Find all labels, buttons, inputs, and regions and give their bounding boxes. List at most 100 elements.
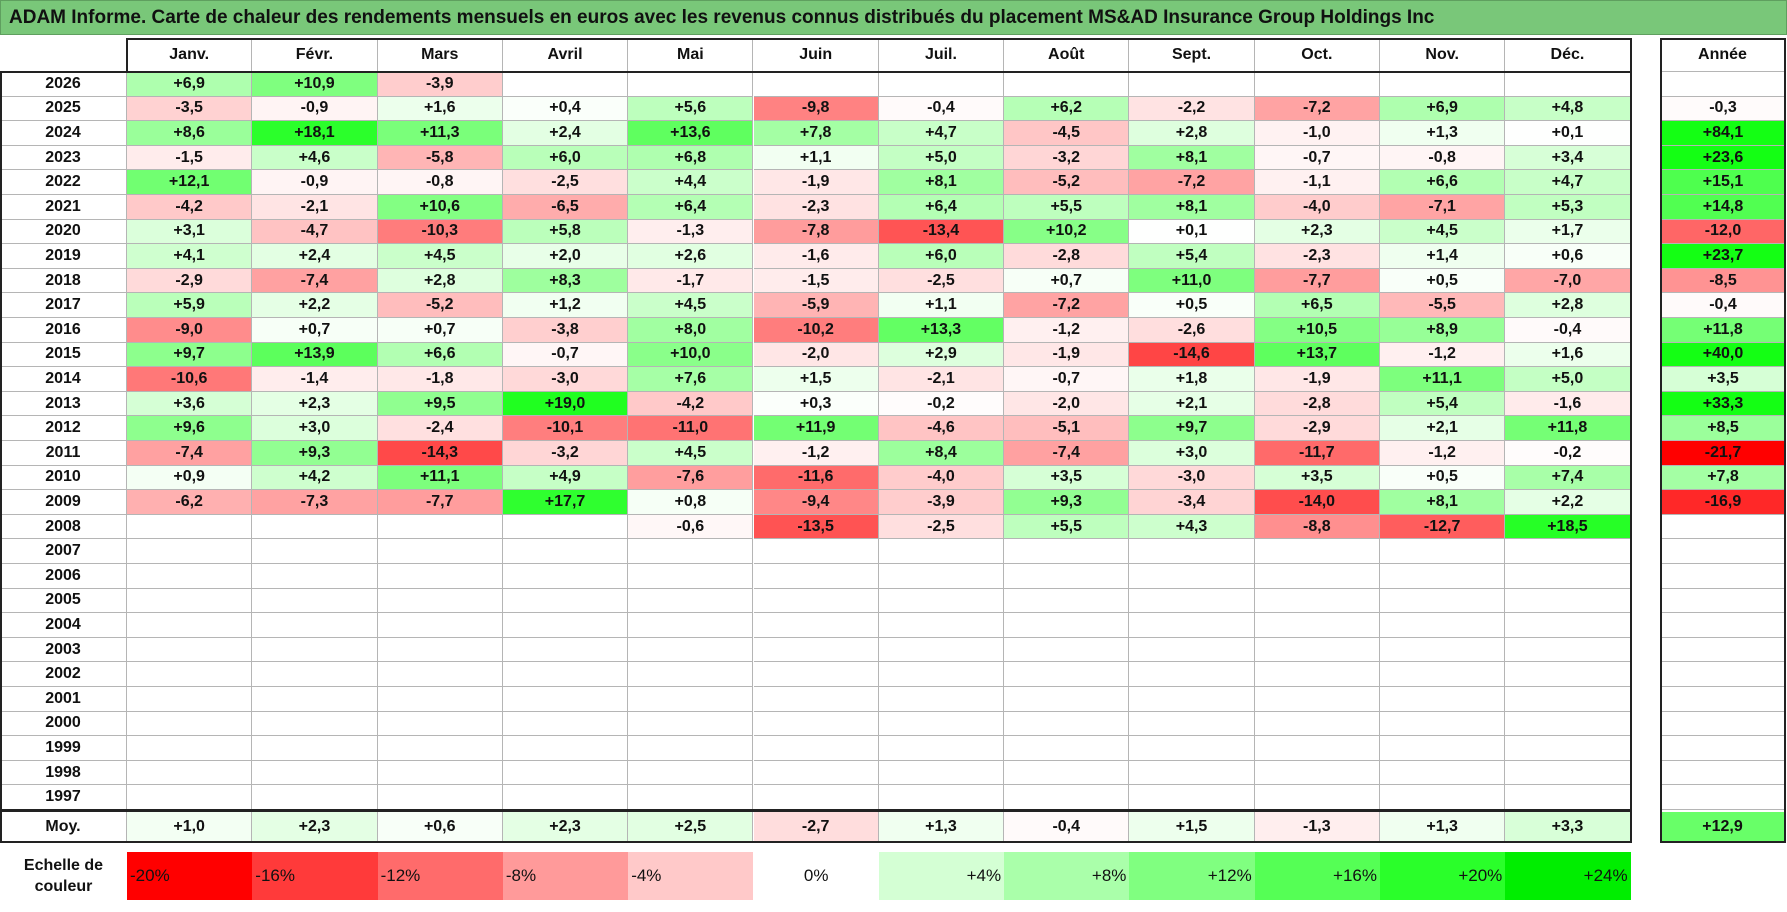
average-cell: +2,5	[628, 812, 754, 842]
heatmap-cell: +0,7	[252, 318, 378, 343]
heatmap-cell: -2,4	[377, 416, 503, 441]
heatmap-cell	[878, 711, 1005, 737]
month-header: Nov.	[1380, 38, 1506, 72]
annual-cell: -16,9	[1661, 490, 1785, 515]
heatmap-cell	[502, 588, 629, 614]
heatmap-cell: -0,4	[878, 96, 1005, 122]
heatmap-cell	[753, 613, 879, 638]
heatmap-cell: +5,0	[1505, 367, 1631, 392]
annual-cell	[1661, 613, 1785, 638]
heatmap-cell: +9,7	[127, 342, 253, 368]
heatmap-cell	[878, 760, 1005, 786]
heatmap-cell	[1129, 613, 1255, 638]
heatmap-cell	[1254, 662, 1380, 687]
heatmap-cell	[1254, 785, 1380, 810]
heatmap-cell: -5,1	[1004, 416, 1130, 441]
heatmap-cell: +6,9	[1380, 96, 1506, 122]
heatmap-cell: +17,7	[502, 490, 629, 515]
heatmap-cell: +4,5	[377, 244, 503, 269]
heatmap-cell: -1,7	[628, 268, 754, 294]
heatmap-cell: -0,2	[878, 391, 1005, 417]
heatmap-cell: +3,0	[1129, 441, 1255, 466]
heatmap-cell	[753, 711, 879, 737]
heatmap-cell	[1380, 637, 1506, 663]
heatmap-cell: +7,6	[628, 367, 754, 392]
report-title: ADAM Informe. Carte de chaleur des rende…	[0, 0, 1787, 35]
heatmap-cell: +11,3	[377, 121, 503, 146]
heatmap-cell: -7,0	[1505, 268, 1631, 294]
heatmap-cell	[753, 785, 879, 810]
heatmap-cell	[502, 687, 629, 712]
heatmap-cell: -4,5	[1004, 121, 1130, 146]
heatmap-cell	[1004, 711, 1130, 737]
heatmap-cell: -1,9	[1004, 342, 1130, 368]
heatmap-cell: +0,6	[1505, 244, 1631, 269]
heatmap-cell: -2,5	[878, 268, 1005, 294]
heatmap-cell: -4,0	[878, 465, 1005, 491]
heatmap-cell: -3,9	[377, 72, 503, 97]
heatmap-cell: -11,7	[1254, 441, 1380, 466]
heatmap-cell: +11,8	[1505, 416, 1631, 441]
heatmap-cell: -1,8	[377, 367, 503, 392]
heatmap-cell: +9,5	[377, 391, 503, 417]
annual-cell: -8,5	[1661, 268, 1785, 294]
heatmap-cell: +6,0	[502, 145, 629, 171]
heatmap-cell: -13,4	[878, 219, 1005, 245]
heatmap-cell: -0,7	[502, 342, 629, 368]
year-label: 2016	[0, 318, 127, 343]
year-label: 2020	[0, 219, 127, 245]
heatmap-cell	[377, 662, 503, 687]
annual-cell: +7,8	[1661, 465, 1785, 491]
heatmap-cell: -7,6	[628, 465, 754, 491]
heatmap-cell: -1,3	[628, 219, 754, 245]
heatmap-cell: +4,5	[628, 441, 754, 466]
heatmap-cell: -7,4	[252, 268, 378, 294]
heatmap-cell	[628, 564, 754, 589]
heatmap-cell: +5,4	[1380, 391, 1506, 417]
heatmap-cell	[1505, 613, 1631, 638]
year-label: 2004	[0, 613, 127, 638]
heatmap-cell: +4,7	[878, 121, 1005, 146]
average-cell: -2,7	[753, 812, 879, 842]
heatmap-cell	[252, 785, 378, 810]
heatmap-cell: +4,5	[1380, 219, 1506, 245]
heatmap-cell: -5,9	[753, 293, 879, 318]
heatmap-cell	[1129, 736, 1255, 761]
month-header: Avril	[502, 38, 629, 72]
color-scale-swatch: -8%	[502, 852, 629, 900]
heatmap-cell	[1004, 564, 1130, 589]
heatmap-cell: +5,3	[1505, 195, 1631, 220]
annual-cell: +15,1	[1661, 170, 1785, 195]
heatmap-cell: -1,2	[753, 441, 879, 466]
annual-cell	[1661, 514, 1785, 540]
heatmap-cell: +13,3	[878, 318, 1005, 343]
heatmap-cell	[127, 613, 253, 638]
heatmap-cell: -0,9	[252, 170, 378, 195]
heatmap-cell: +18,5	[1505, 514, 1631, 540]
heatmap-cell: -3,5	[127, 96, 253, 122]
heatmap-cell	[753, 72, 879, 97]
heatmap-cell: +2,8	[1505, 293, 1631, 318]
heatmap-cell: +5,0	[878, 145, 1005, 171]
heatmap-cell: +9,6	[127, 416, 253, 441]
heatmap-cell: -3,9	[878, 490, 1005, 515]
year-label: 2013	[0, 391, 127, 417]
heatmap-cell: +8,1	[1129, 195, 1255, 220]
heatmap-cell	[628, 588, 754, 614]
heatmap-cell	[628, 785, 754, 810]
year-label: 2021	[0, 195, 127, 220]
heatmap-cell	[502, 711, 629, 737]
year-label: 2026	[0, 72, 127, 97]
heatmap-cell	[1380, 72, 1506, 97]
heatmap-cell	[252, 588, 378, 614]
heatmap-cell: -10,3	[377, 219, 503, 245]
heatmap-cell: -2,9	[127, 268, 253, 294]
heatmap-cell: -0,8	[1380, 145, 1506, 171]
heatmap-cell	[1004, 613, 1130, 638]
heatmap-cell: -1,6	[1505, 391, 1631, 417]
average-cell: +2,3	[252, 812, 378, 842]
heatmap-cell: -11,6	[753, 465, 879, 491]
average-cell: +3,3	[1505, 812, 1631, 842]
annual-cell	[1661, 736, 1785, 761]
heatmap-cell	[252, 760, 378, 786]
